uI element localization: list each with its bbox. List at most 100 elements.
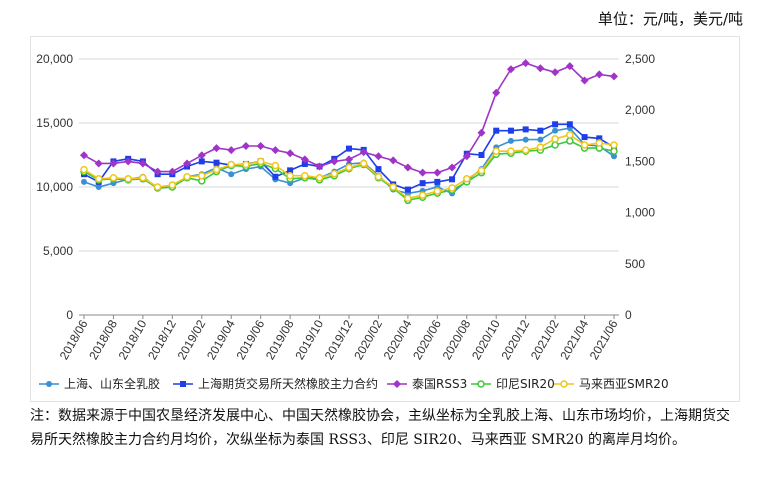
series-2-point <box>241 142 250 151</box>
series-2-point <box>315 162 324 171</box>
series-1-point <box>375 166 382 173</box>
legend-marker-2 <box>393 380 401 388</box>
series-4-point <box>536 143 545 151</box>
series-1-point <box>404 186 411 193</box>
series-0-point <box>552 127 559 134</box>
legend-label-4: 马来西亚SMR20 <box>579 377 669 391</box>
series-4-point <box>345 163 353 172</box>
series-4-point <box>610 141 618 149</box>
series-1-point <box>522 126 529 133</box>
series-1-point <box>478 152 485 158</box>
series-2-point <box>183 159 192 168</box>
series-4-point <box>94 175 103 183</box>
series-4-point <box>271 161 280 170</box>
series-2-point <box>345 155 353 164</box>
legend-label-0: 上海、山东全乳胶 <box>64 376 160 391</box>
y-right-tick-label: 500 <box>625 257 645 271</box>
series-4-point <box>566 131 574 139</box>
series-4-point <box>124 175 132 183</box>
series-3-point <box>551 141 559 149</box>
series-4-point <box>198 171 206 180</box>
series-2-point <box>256 142 265 151</box>
series-4-point <box>242 160 250 169</box>
series-2-point <box>477 128 486 137</box>
series-4-point <box>359 159 368 168</box>
series-2-point <box>580 76 589 85</box>
series-4-point <box>301 171 309 180</box>
series-1-point <box>287 167 294 174</box>
series-3-point <box>566 137 574 145</box>
series-2-point <box>109 159 118 168</box>
legend-label-2: 泰国RSS3 <box>412 377 467 391</box>
series-0-point <box>95 184 102 190</box>
y-left-tick-label: 20,000 <box>36 52 73 66</box>
series-2-point <box>300 155 309 164</box>
series-2-point <box>418 168 427 177</box>
series-0-point <box>611 153 617 160</box>
series-2-point <box>389 156 398 165</box>
series-4-point <box>374 173 383 181</box>
series-2-point <box>565 62 574 71</box>
series-1-point <box>346 145 352 152</box>
series-4-point <box>256 157 265 166</box>
y-left-tick-label: 0 <box>66 308 73 322</box>
series-1-point <box>198 158 205 165</box>
series-4-point <box>315 174 324 182</box>
series-4-point <box>507 147 515 155</box>
series-1-point <box>272 173 279 180</box>
legend-marker-4 <box>560 380 568 388</box>
y-right-tick-label: 2,000 <box>625 103 655 117</box>
series-4-point <box>212 165 221 174</box>
series-2-point <box>168 167 177 176</box>
legend-marker-1 <box>180 381 186 387</box>
series-4-point <box>580 141 589 149</box>
series-2-point <box>536 64 545 73</box>
series-2-point <box>610 72 618 81</box>
series-0-point <box>537 136 544 143</box>
legend-label-1: 上海期货交易所天然橡胶主力合约 <box>198 376 378 391</box>
y-left-tick-label: 10,000 <box>36 180 73 194</box>
series-4-point <box>551 135 559 143</box>
series-2-point <box>138 159 147 168</box>
series-2-point <box>124 157 133 166</box>
series-2-point <box>595 70 604 79</box>
series-2-point <box>271 146 280 155</box>
series-1-point <box>449 176 456 183</box>
series-1-point <box>493 127 500 134</box>
series-4-point <box>183 173 191 181</box>
series-2-point <box>359 148 368 157</box>
series-4-point <box>139 174 147 182</box>
series-2-point <box>212 144 221 153</box>
series-4-point <box>153 183 162 191</box>
series-4-point <box>404 194 412 203</box>
y-right-tick-label: 2,500 <box>625 52 655 66</box>
series-2-point <box>448 163 457 172</box>
chart-footnote: 注：数据来源于中国农垦经济发展中心、中国天然橡胶协会，主纵坐标为全乳胶上海、山东… <box>30 408 730 448</box>
series-3-point <box>610 147 618 155</box>
series-4-point <box>433 187 442 195</box>
series-4-point <box>109 174 118 182</box>
series-2-point <box>197 151 206 160</box>
x-tick-label: 2021/06 <box>587 317 621 362</box>
series-2-point <box>94 159 103 168</box>
series-2-point <box>227 146 236 155</box>
series-2-point <box>403 163 412 172</box>
y-right-tick-label: 0 <box>625 308 632 322</box>
series-1-point <box>434 178 441 185</box>
y-left-tick-label: 15,000 <box>36 116 73 130</box>
series-2-point <box>286 149 295 158</box>
series-1-point <box>419 180 426 187</box>
series-1-point <box>596 135 603 142</box>
series-1-point <box>566 121 573 128</box>
series-4-point <box>80 165 88 174</box>
series-0-point <box>81 178 87 185</box>
legend-marker-3 <box>477 380 485 388</box>
series-4-point <box>227 160 235 169</box>
series-2-point <box>551 68 560 77</box>
series-4-point <box>330 169 339 178</box>
series-2-point <box>80 151 88 160</box>
series-0-point <box>507 137 514 144</box>
series-2-point <box>153 167 162 176</box>
legend-marker-0 <box>46 381 52 387</box>
series-0-point <box>228 171 235 178</box>
